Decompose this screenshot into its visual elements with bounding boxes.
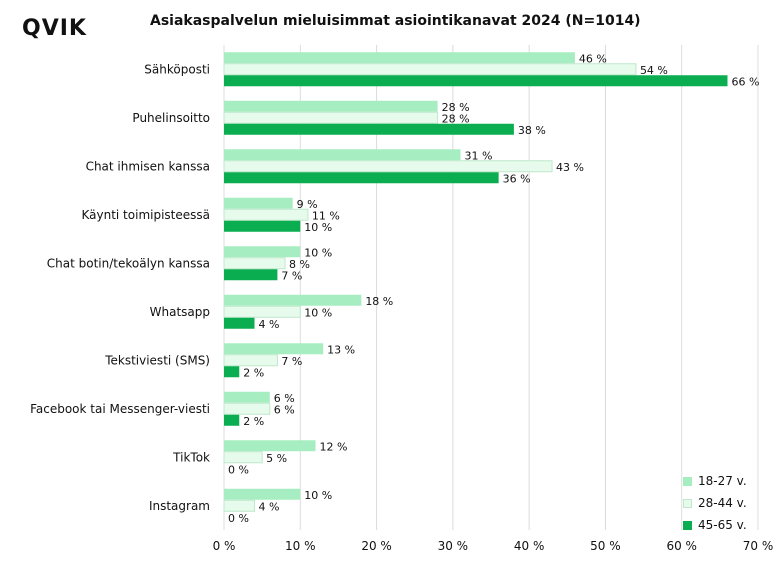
data-label: 46 % (579, 52, 607, 65)
bar (223, 111, 439, 124)
category-label: Sähköposti (144, 62, 210, 76)
legend-label-18-27: 18-27 v. (698, 474, 747, 488)
bar (223, 257, 286, 270)
x-tick-label: 10 % (285, 539, 316, 553)
data-label: 7 % (281, 355, 302, 368)
data-label: 7 % (281, 269, 302, 282)
x-tick-label: 70 % (743, 539, 774, 553)
bar (223, 499, 256, 512)
category-label: Whatsapp (150, 305, 210, 319)
legend-label-28-44: 28-44 v. (698, 496, 747, 510)
data-label: 10 % (304, 306, 332, 319)
bar (224, 343, 324, 355)
bar (223, 402, 271, 415)
category-label: Puhelinsoitto (132, 111, 210, 125)
bar (224, 246, 301, 258)
category-label: Tekstiviesti (SMS) (104, 353, 210, 367)
data-label: 10 % (304, 489, 332, 502)
legend-swatch-18-27 (683, 476, 692, 486)
bar (223, 451, 263, 464)
data-label: 18 % (365, 295, 393, 308)
bar (223, 354, 278, 367)
bar (224, 75, 728, 87)
legend-swatch-28-44 (683, 498, 692, 508)
bar (223, 305, 301, 318)
data-label: 2 % (243, 366, 264, 379)
legend-item-18-27: 18-27 v. (683, 470, 747, 492)
x-tick-label: 0 % (213, 539, 236, 553)
bar (224, 269, 278, 281)
legend-item-45-65: 45-65 v. (683, 514, 747, 536)
data-label: 9 % (297, 198, 318, 211)
x-tick-label: 30 % (438, 539, 469, 553)
data-label: 38 % (518, 124, 546, 137)
category-label: Chat botin/tekoälyn kanssa (47, 256, 210, 270)
x-tick-label: 40 % (514, 539, 545, 553)
bar (224, 123, 514, 135)
bar (224, 391, 270, 403)
data-label: 66 % (731, 75, 759, 88)
bar (224, 414, 240, 426)
legend-label-45-65: 45-65 v. (698, 518, 747, 532)
bar (224, 52, 575, 64)
legend: 18-27 v. 28-44 v. 45-65 v. (683, 470, 747, 536)
data-label: 8 % (289, 258, 310, 271)
data-label: 5 % (266, 452, 287, 465)
data-label: 31 % (464, 149, 492, 162)
x-tick-label: 60 % (666, 539, 697, 553)
bar (224, 100, 438, 112)
data-label: 0 % (228, 512, 249, 525)
data-label: 10 % (304, 246, 332, 259)
data-label: 2 % (243, 415, 264, 428)
data-label: 4 % (259, 318, 280, 331)
bar (224, 197, 293, 209)
data-label: 28 % (442, 112, 470, 125)
category-label: Käynti toimipisteessä (81, 208, 210, 222)
category-label: Chat ihmisen kanssa (86, 159, 210, 173)
chart-title: Asiakaspalvelun mieluisimmat asiointikan… (150, 13, 641, 29)
bar (224, 440, 316, 452)
bar (224, 488, 301, 500)
data-label: 12 % (320, 440, 348, 453)
category-label: Instagram (149, 499, 210, 513)
category-label: Facebook tai Messenger-viesti (30, 402, 210, 416)
bar (224, 317, 255, 329)
category-label: TikTok (172, 450, 210, 464)
data-label: 11 % (312, 209, 340, 222)
data-label: 6 % (274, 403, 295, 416)
bar (223, 160, 553, 173)
bar (223, 208, 309, 221)
data-label: 54 % (640, 64, 668, 77)
bar (224, 220, 301, 232)
data-label: 13 % (327, 343, 355, 356)
data-label: 6 % (274, 392, 295, 405)
legend-item-28-44: 28-44 v. (683, 492, 747, 514)
bar (224, 294, 362, 306)
data-label: 10 % (304, 221, 332, 234)
data-label: 43 % (556, 161, 584, 174)
x-tick-label: 50 % (590, 539, 621, 553)
legend-swatch-45-65 (683, 520, 692, 530)
data-label: 4 % (259, 500, 280, 513)
bar (224, 172, 499, 184)
x-tick-label: 20 % (361, 539, 392, 553)
bar (224, 149, 461, 161)
bar (223, 63, 637, 76)
data-label: 0 % (228, 463, 249, 476)
data-label: 28 % (442, 101, 470, 114)
brand-logo: QVIK (22, 16, 87, 41)
bar (224, 366, 240, 378)
data-label: 36 % (503, 172, 531, 185)
